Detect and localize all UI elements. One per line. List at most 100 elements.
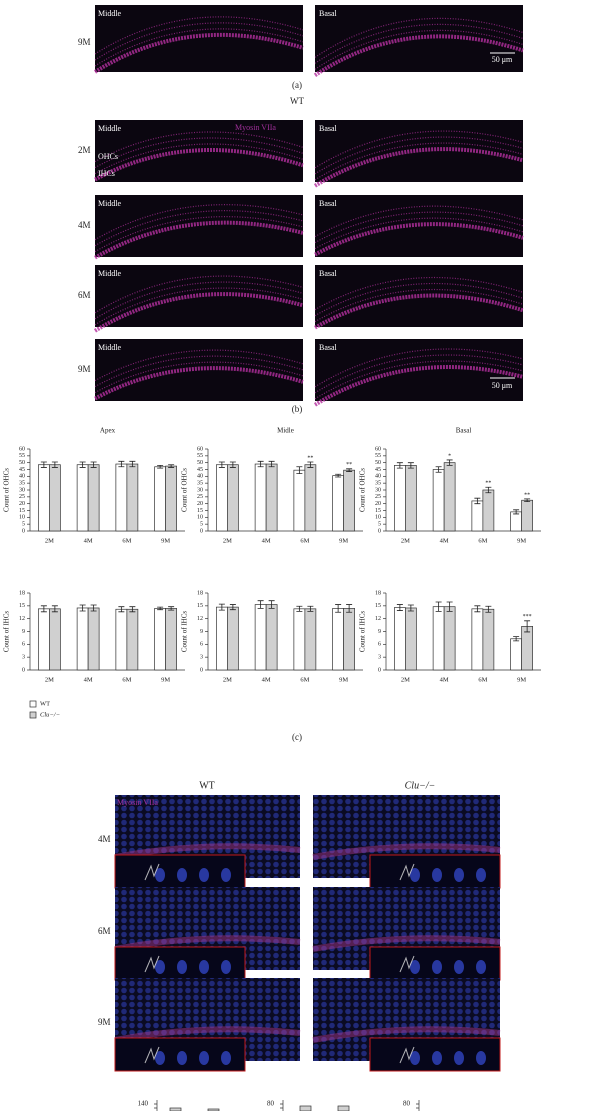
bar [482, 489, 495, 532]
bar [521, 499, 533, 532]
bar [510, 638, 522, 671]
y-tick-label: 3 [200, 655, 203, 661]
bar [38, 608, 50, 671]
y-tick-label: 0 [22, 528, 25, 534]
x-tick-label: 9M [517, 537, 526, 544]
legend-swatch [29, 711, 37, 719]
bar [265, 463, 278, 532]
error-bar [51, 461, 58, 468]
error-bar [79, 461, 86, 468]
x-tick-label: 6M [478, 537, 487, 544]
bar [304, 608, 317, 671]
y-tick-label: 3 [378, 655, 381, 661]
y-tick-label: 40 [197, 474, 203, 480]
hair-cell-row [94, 287, 304, 326]
significance: ** [485, 481, 491, 487]
inset-nucleus [476, 868, 486, 882]
error-bar [335, 604, 342, 613]
bar [332, 608, 344, 671]
x-tick-label: 6M [300, 676, 309, 683]
bar [165, 465, 177, 532]
y-tick-label: 12 [197, 616, 203, 622]
y-tick-label: 30 [19, 487, 25, 493]
hair-cell-row [93, 292, 304, 333]
legend-label: WT [40, 700, 50, 707]
inset-signal [144, 863, 160, 881]
y-tick-label: 12 [375, 616, 381, 622]
y-tick-label: 15 [375, 508, 381, 514]
error-bar [257, 600, 264, 609]
bar [38, 464, 50, 532]
y-tick-label: 40 [375, 474, 381, 480]
hair-cell-row [314, 130, 524, 169]
y-axis-label: Count of IHCs [359, 611, 367, 653]
image-label: Basal [319, 9, 338, 18]
x-tick-label: 4M [440, 676, 449, 683]
stain-label: Myosin VIIa [117, 798, 158, 807]
error-bar [218, 461, 225, 468]
legend-swatch [29, 700, 37, 708]
hair-cell-row [314, 288, 524, 323]
group-label: WT [290, 96, 304, 106]
bar [332, 475, 344, 532]
error-bar [229, 461, 236, 468]
hair-cell-band [114, 935, 301, 952]
bar [254, 463, 267, 532]
error-bar [129, 606, 136, 613]
inset-nucleus [454, 868, 464, 882]
hair-cell-row [313, 147, 524, 188]
y-tick-label: 30 [197, 487, 203, 493]
column-label: Clu−/− [405, 780, 436, 791]
y-tick-label: 35 [375, 481, 381, 487]
bar [126, 608, 139, 671]
y-tick-label: 35 [197, 481, 203, 487]
bar [443, 606, 456, 671]
bar [443, 462, 456, 532]
error-bar [268, 600, 275, 609]
scale-bar-label: 50 μm [492, 55, 513, 64]
axis-fragment [280, 1100, 284, 1111]
bar [521, 626, 533, 671]
bar [471, 500, 484, 532]
hair-cell-band [312, 935, 501, 952]
image-label: Middle [98, 269, 122, 278]
hair-cell-row [314, 23, 524, 64]
bar [87, 607, 100, 671]
error-bar [513, 636, 520, 642]
x-tick-label: 4M [84, 537, 93, 544]
error-bar [51, 605, 58, 613]
y-tick-label: 80 [403, 1100, 411, 1108]
scale-bar-label: 50 μm [492, 381, 513, 390]
error-bar [40, 605, 47, 613]
y-tick-label: 20 [375, 501, 381, 507]
inset-nucleus [410, 868, 420, 882]
bar [49, 464, 61, 532]
error-bar [90, 461, 97, 468]
y-tick-label: 15 [19, 508, 25, 514]
inset-nucleus [155, 868, 165, 882]
bar [76, 607, 89, 671]
chart-title: Apex [100, 427, 116, 435]
caption: (a) [292, 80, 302, 90]
inset-signal [399, 863, 415, 881]
hair-cell-row [314, 293, 524, 330]
x-tick-label: 9M [339, 676, 348, 683]
inset-signal [144, 1046, 160, 1064]
hair-cell-row [94, 366, 304, 401]
hair-cell-row [314, 360, 524, 400]
inset-nucleus [221, 868, 231, 882]
y-tick-label: 140 [138, 1100, 149, 1108]
caption: (c) [292, 732, 302, 742]
inset-nucleus [476, 1051, 486, 1065]
bar [293, 608, 306, 671]
bar-fragment [207, 1108, 220, 1111]
y-tick-label: 45 [375, 467, 381, 473]
bar [87, 464, 100, 532]
hair-cell-band [312, 1026, 501, 1043]
error-bar [346, 468, 353, 472]
bar [115, 463, 128, 532]
inset-signal [399, 955, 415, 973]
y-tick-label: 0 [378, 667, 381, 673]
inset-nucleus [177, 1051, 187, 1065]
y-tick-label: 5 [378, 522, 381, 528]
